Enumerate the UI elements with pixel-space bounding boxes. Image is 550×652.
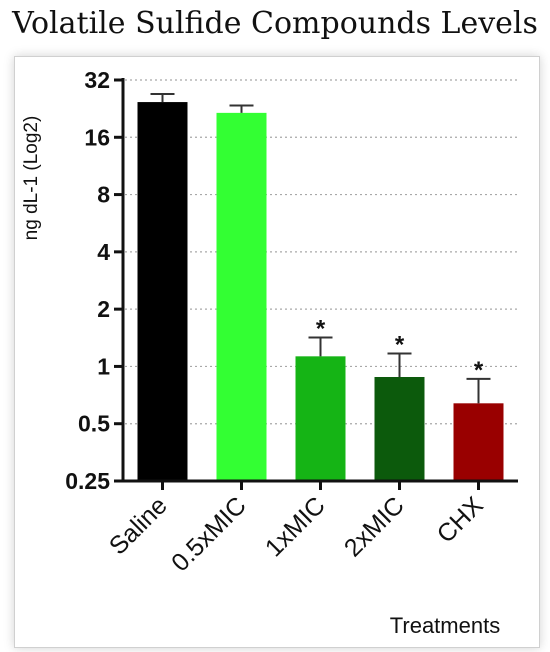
bars [137,93,504,482]
significance-marker: * [395,331,405,358]
x-axis-title: Treatments [390,613,500,638]
x-tick-label: 1xMIC [260,491,331,562]
bar [295,356,346,481]
x-tick-label: Saline [104,491,173,560]
y-tick-label: 2 [97,296,110,322]
bar [453,403,504,481]
y-tick-label: 0.5 [78,411,110,437]
y-tick-label: 32 [84,67,110,93]
bar [374,376,425,481]
y-tick-label: 0.25 [65,468,110,494]
chart-panel [14,56,540,648]
y-tick-label: 16 [84,124,110,150]
axes [114,78,518,490]
bar [216,112,267,482]
y-tick-label: 4 [97,239,110,265]
y-axis-title: ng dL-1 (Log2) [21,116,42,241]
chart-title: Volatile Sulfide Compounds Levels [12,6,538,41]
x-tick-label: CHX [432,491,489,548]
y-tick-label: 1 [97,353,110,379]
y-tick-label: 8 [97,182,110,208]
x-tick-label: 2xMIC [339,491,410,562]
significance-marker: * [316,315,326,342]
significance-marker: * [474,357,484,384]
bar [137,102,188,481]
x-tick-label: 0.5xMIC [166,491,252,577]
